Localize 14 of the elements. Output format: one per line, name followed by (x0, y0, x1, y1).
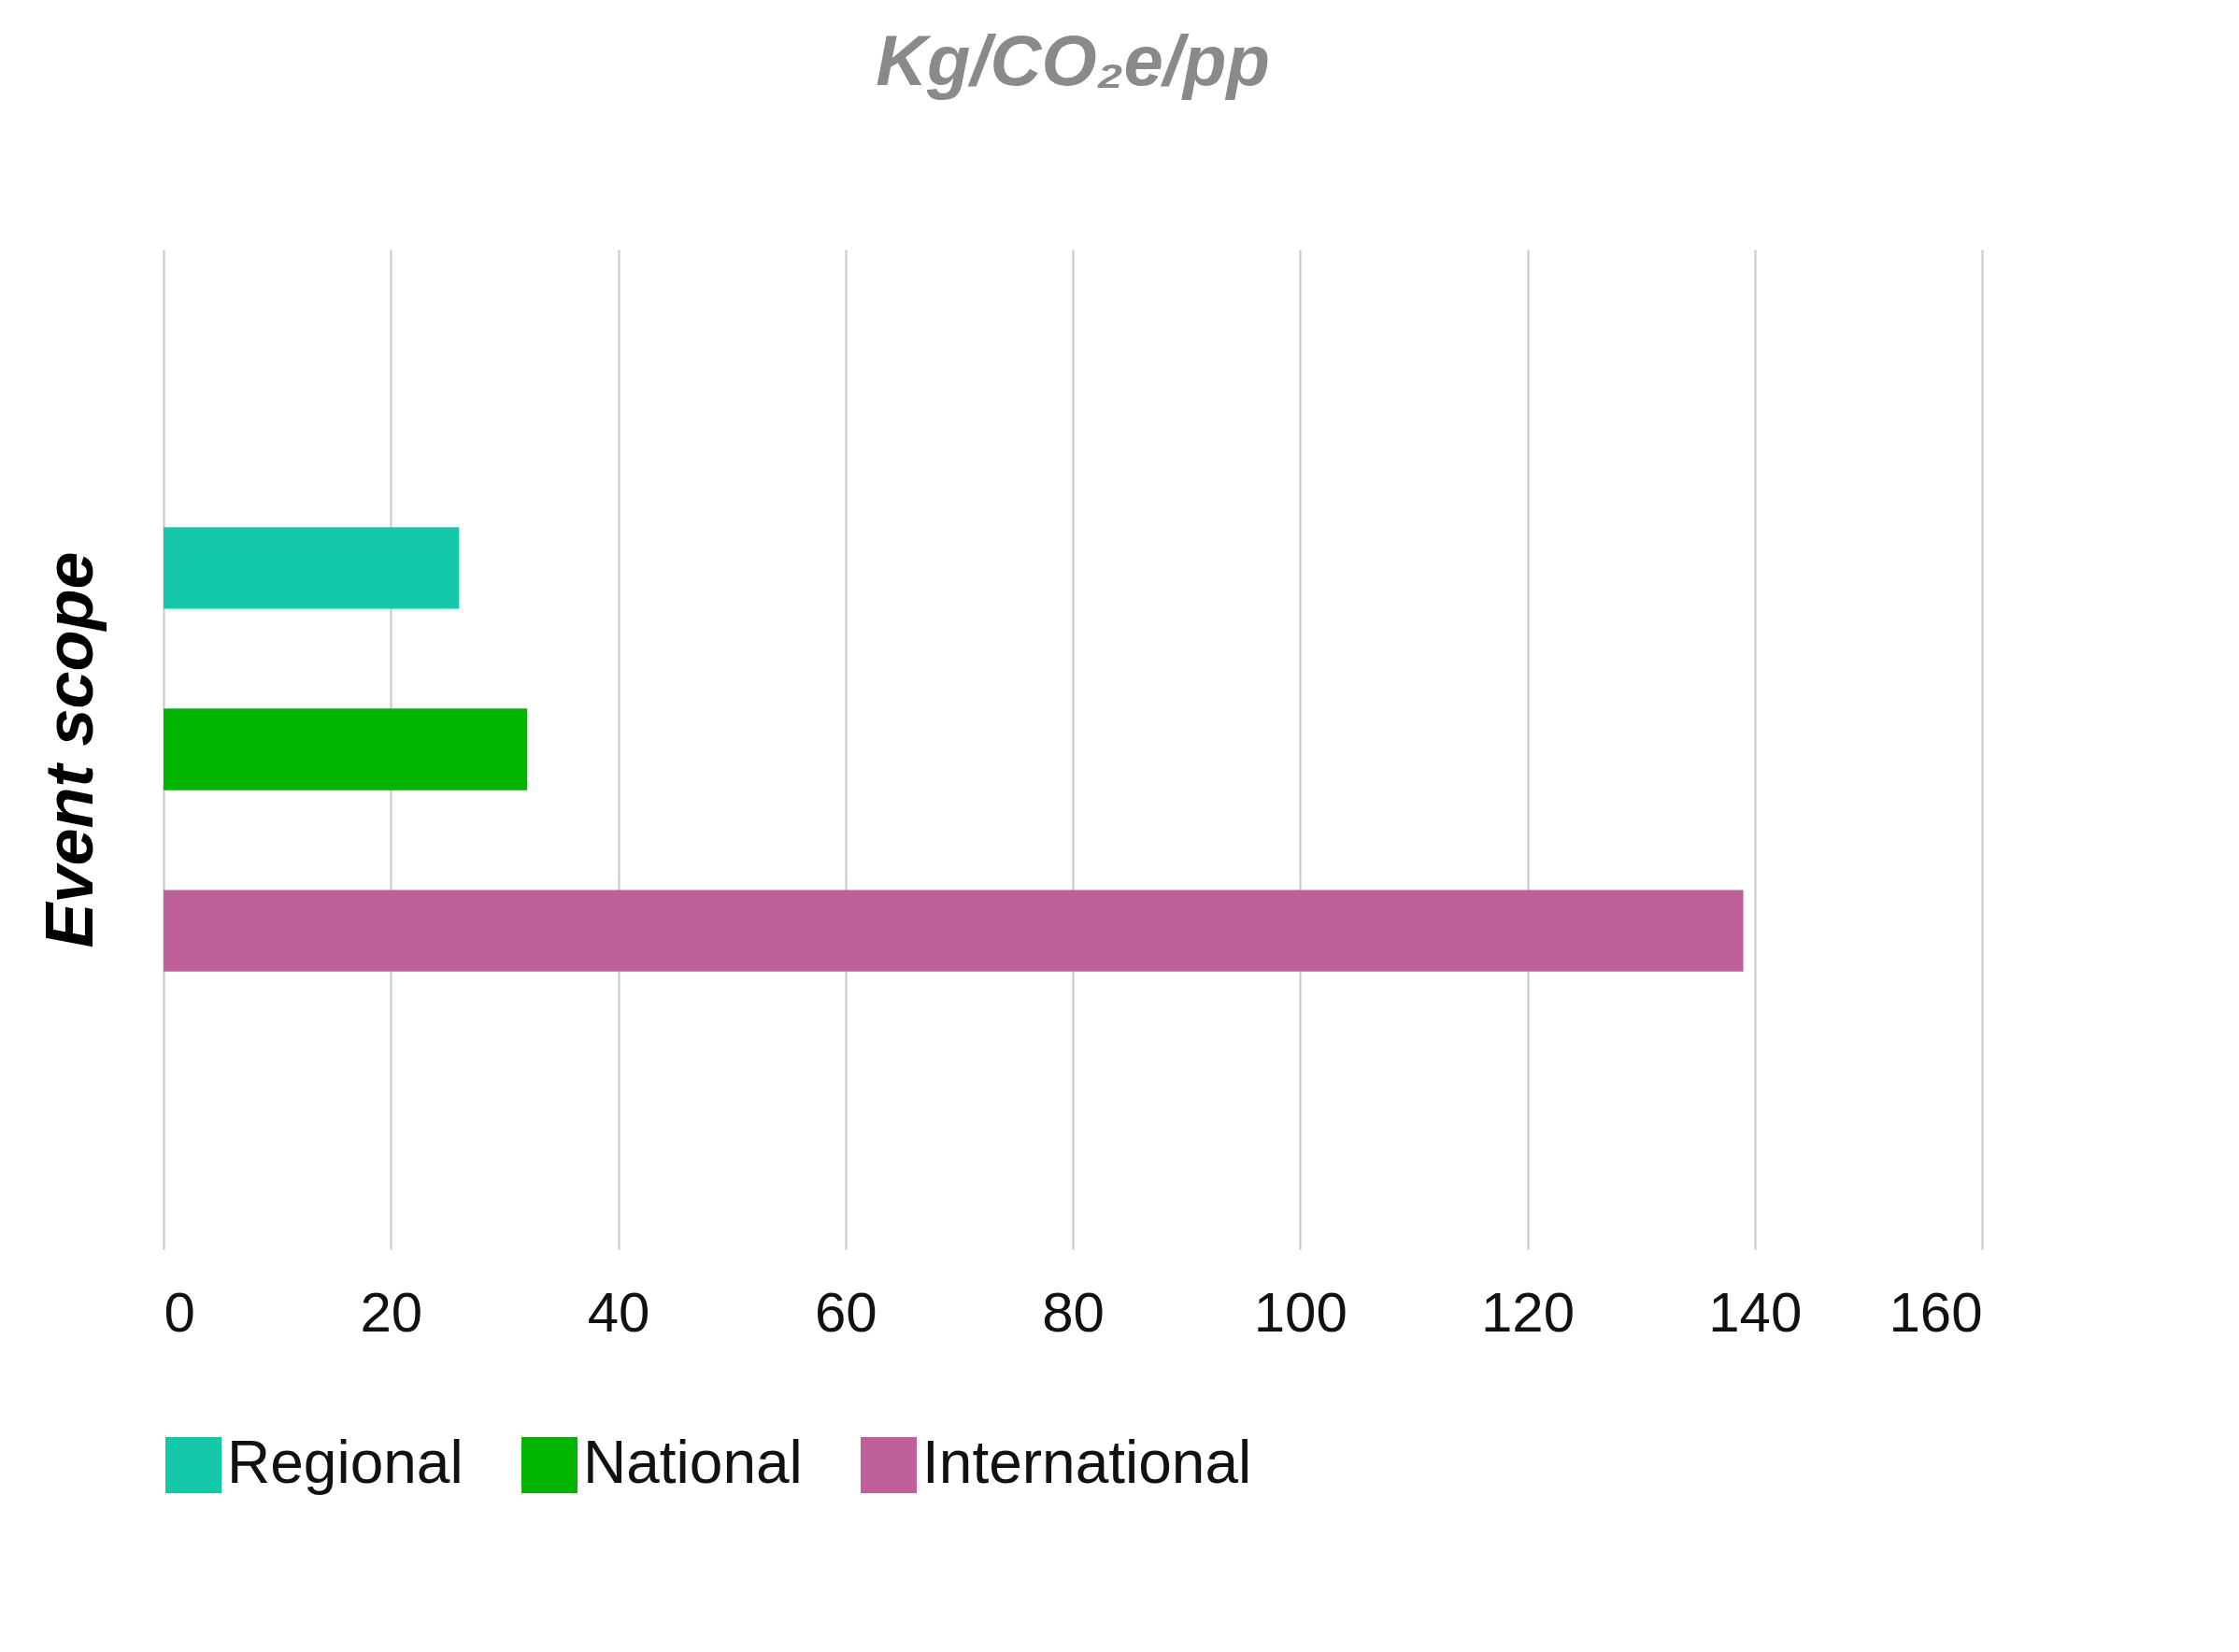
chart-title: Kg/CO₂e/pp (876, 21, 1270, 100)
x-tick-label: 160 (1889, 1280, 1983, 1344)
legend-label: International (922, 1429, 1252, 1496)
x-tick-label: 140 (1708, 1280, 1803, 1344)
x-tick-label: 100 (1253, 1280, 1348, 1344)
y-axis-title: Event scope (31, 551, 107, 948)
legend-label: National (583, 1429, 803, 1496)
x-tick-label: 120 (1480, 1280, 1576, 1344)
legend-label: Regional (227, 1429, 463, 1496)
x-tick-label: 60 (814, 1280, 877, 1344)
x-tick-label: 0 (164, 1280, 195, 1344)
x-tick-label: 80 (1042, 1280, 1105, 1344)
x-tick-label: 40 (587, 1280, 650, 1344)
x-tick-label: 20 (360, 1280, 423, 1344)
